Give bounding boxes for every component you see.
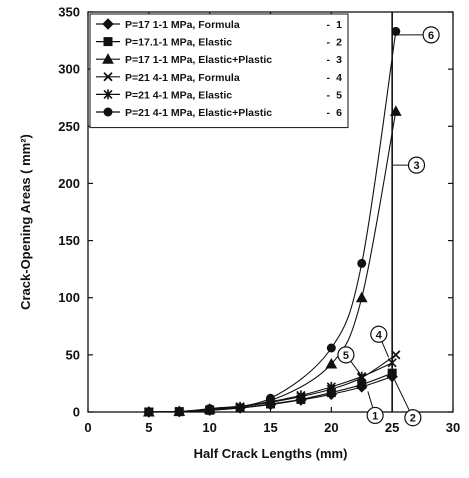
callout-1: 1 bbox=[366, 391, 384, 425]
callout-5: 5 bbox=[337, 346, 364, 379]
callout-circle bbox=[366, 406, 384, 425]
legend-dash: - bbox=[327, 54, 331, 66]
legend-label: P=21 4-1 MPa, Elastic+Plastic bbox=[125, 107, 272, 119]
data-point-circle bbox=[326, 343, 336, 353]
x-tick-label: 25 bbox=[385, 420, 399, 435]
data-point-triangle bbox=[102, 53, 114, 64]
data-point-circle bbox=[144, 407, 154, 417]
data-point-triangle bbox=[355, 291, 368, 303]
x-tick-label: 0 bbox=[84, 420, 91, 435]
y-axis-label: Crack-Opening Areas ( mm²) bbox=[18, 134, 33, 310]
legend-number: 1 bbox=[336, 19, 342, 31]
data-point-circle bbox=[205, 404, 215, 414]
data-point-x bbox=[103, 72, 113, 82]
legend-number: 3 bbox=[336, 54, 342, 66]
legend-entry-3: P=17 1-1 MPa, Elastic+Plastic 3- bbox=[96, 53, 342, 66]
data-point-star bbox=[103, 89, 113, 100]
callout-label: 6 bbox=[428, 30, 434, 42]
x-tick-label: 5 bbox=[145, 420, 152, 435]
callout-layer: 1 2 3 4 5 6 bbox=[337, 26, 440, 427]
x-tick-label: 20 bbox=[324, 420, 338, 435]
callout-label: 1 bbox=[372, 410, 378, 422]
data-point-square bbox=[103, 37, 113, 47]
data-point-triangle bbox=[389, 105, 402, 116]
legend-label: P=17 1-1 MPa, Elastic+Plastic bbox=[125, 54, 272, 66]
legend-entry-1: P=17 1-1 MPa, Formula 1- bbox=[96, 18, 342, 31]
legend-entry-6: P=21 4-1 MPa, Elastic+Plastic 6- bbox=[96, 107, 342, 119]
legend-entry-5: P=21 4-1 MPa, Elastic 5- bbox=[96, 89, 342, 101]
y-tick-labels: 0 50 100 150 200 250 300 350 bbox=[58, 5, 80, 420]
data-point-circle bbox=[103, 107, 113, 117]
legend-dash: - bbox=[327, 72, 331, 84]
x-tick-label: 30 bbox=[446, 420, 460, 435]
series-6 bbox=[144, 26, 401, 417]
data-point-circle bbox=[266, 393, 275, 403]
legend-number: 4 bbox=[336, 72, 342, 84]
y-tick-label: 250 bbox=[58, 119, 80, 134]
callout-3: 3 bbox=[392, 156, 426, 174]
data-point-star bbox=[235, 401, 245, 412]
legend: P=17 1-1 MPa, Formula 1-P=17.1-1 MPa, Ela… bbox=[89, 13, 349, 129]
callout-circle bbox=[370, 325, 388, 343]
y-tick-label: 100 bbox=[58, 290, 80, 305]
callout-circle bbox=[404, 409, 422, 427]
y-tick-label: 50 bbox=[66, 347, 80, 362]
callout-circle bbox=[422, 26, 440, 44]
legend-label: P=17 1-1 MPa, Formula bbox=[125, 19, 240, 31]
callout-label: 2 bbox=[410, 413, 416, 425]
y-tick-label: 350 bbox=[58, 5, 80, 20]
data-point-circle bbox=[174, 406, 184, 416]
legend-label: P=17.1-1 MPa, Elastic bbox=[125, 37, 232, 49]
callout-label: 4 bbox=[376, 329, 383, 341]
data-point-triangle bbox=[325, 357, 338, 369]
x-axis-label: Half Crack Lengths (mm) bbox=[194, 446, 348, 461]
data-point-star bbox=[326, 381, 336, 392]
callout-2: 2 bbox=[394, 379, 422, 427]
legend-dash: - bbox=[327, 19, 331, 31]
data-point-x bbox=[391, 350, 401, 360]
legend-box bbox=[89, 13, 349, 129]
legend-number: 6 bbox=[336, 107, 342, 119]
y-tick-label: 300 bbox=[58, 62, 80, 77]
legend-number: 2 bbox=[336, 37, 342, 49]
callout-circle bbox=[337, 346, 355, 364]
legend-dash: - bbox=[327, 107, 331, 119]
legend-entry-2: P=17.1-1 MPa, Elastic 2- bbox=[96, 37, 342, 49]
legend-entry-4: P=21 4-1 MPa, Formula 4- bbox=[96, 72, 342, 84]
y-tick-label: 150 bbox=[58, 233, 80, 248]
x-tick-label: 10 bbox=[202, 420, 216, 435]
x-tick-labels: 0 5 10 15 20 25 30 bbox=[84, 420, 460, 435]
data-point-star bbox=[296, 390, 306, 401]
callout-6: 6 bbox=[397, 26, 440, 44]
legend-number: 5 bbox=[336, 89, 342, 101]
data-point-circle bbox=[357, 258, 367, 268]
callout-label: 3 bbox=[413, 160, 419, 172]
callout-label: 5 bbox=[343, 350, 349, 362]
data-point-circle bbox=[391, 26, 401, 36]
callout-circle bbox=[407, 156, 426, 174]
data-point-star bbox=[387, 357, 397, 368]
legend-dash: - bbox=[327, 37, 331, 49]
x-tick-label: 15 bbox=[263, 420, 277, 435]
y-tick-label: 200 bbox=[58, 176, 80, 191]
legend-label: P=21 4-1 MPa, Elastic bbox=[125, 89, 232, 101]
series-layer bbox=[142, 26, 402, 418]
callout-4: 4 bbox=[370, 325, 389, 358]
y-tick-label: 0 bbox=[73, 405, 80, 420]
legend-label: P=21 4-1 MPa, Formula bbox=[125, 72, 240, 84]
data-point-square bbox=[387, 368, 397, 378]
legend-dash: - bbox=[327, 89, 331, 101]
data-point-diamond bbox=[102, 18, 114, 30]
